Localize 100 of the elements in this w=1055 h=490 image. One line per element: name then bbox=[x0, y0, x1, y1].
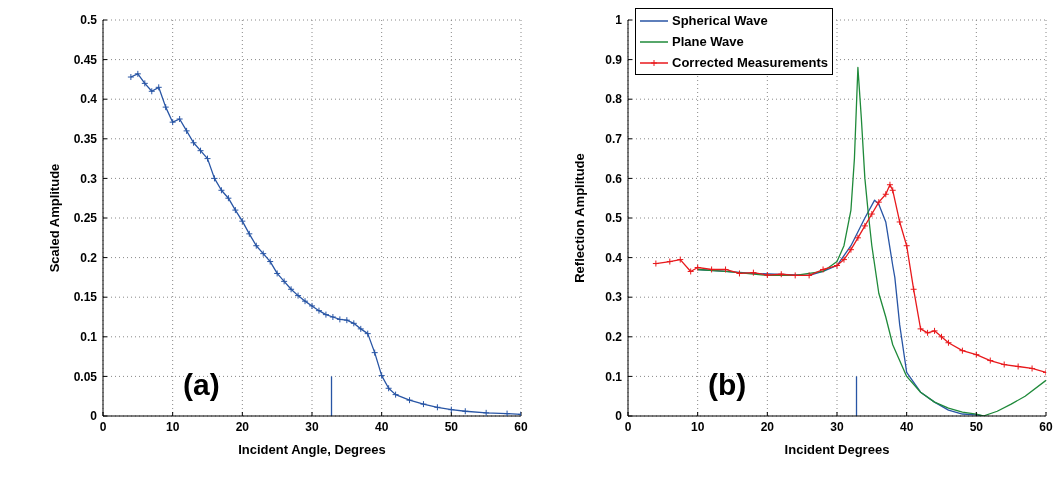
point bbox=[917, 325, 925, 333]
point bbox=[238, 217, 246, 225]
point bbox=[854, 234, 862, 242]
point bbox=[666, 258, 674, 266]
point bbox=[162, 103, 170, 111]
point bbox=[176, 115, 184, 123]
point bbox=[1028, 364, 1036, 372]
point bbox=[315, 307, 323, 315]
point bbox=[861, 222, 869, 230]
y-tick-label: 0.4 bbox=[80, 92, 98, 107]
point bbox=[791, 271, 799, 279]
point bbox=[294, 292, 302, 300]
point bbox=[944, 339, 952, 347]
point bbox=[231, 206, 239, 214]
point bbox=[210, 174, 218, 182]
x-tick-label: 20 bbox=[760, 419, 775, 434]
point bbox=[958, 347, 966, 355]
point bbox=[364, 330, 372, 338]
point bbox=[155, 83, 163, 91]
y-tick-label: 0.9 bbox=[605, 52, 623, 67]
point bbox=[385, 384, 393, 392]
point bbox=[183, 127, 191, 135]
x-tick-label: 50 bbox=[444, 419, 459, 434]
y-tick-label: 0.25 bbox=[73, 211, 98, 226]
point bbox=[259, 250, 267, 258]
y-tick-label: 0 bbox=[90, 409, 98, 424]
y-tick-label: 0.35 bbox=[73, 132, 98, 147]
legend-label: Plane Wave bbox=[672, 34, 744, 49]
legend-label: Spherical Wave bbox=[672, 13, 768, 28]
y-tick-label: 0.15 bbox=[73, 290, 98, 305]
point bbox=[190, 139, 198, 147]
point bbox=[134, 70, 142, 78]
legend-label: Corrected Measurements bbox=[672, 55, 829, 70]
y-tick-label: 0.45 bbox=[73, 52, 98, 67]
y-tick-label: 0.6 bbox=[605, 171, 623, 186]
point bbox=[406, 396, 414, 404]
point bbox=[378, 372, 386, 380]
x-tick-label: 40 bbox=[374, 419, 389, 434]
point bbox=[266, 258, 274, 266]
y-tick-label: 0.05 bbox=[73, 369, 98, 384]
y-tick-label: 0.7 bbox=[605, 132, 623, 147]
point bbox=[868, 210, 876, 218]
point bbox=[204, 155, 211, 163]
point bbox=[882, 190, 890, 198]
x-axis-title: Incident Angle, Degrees bbox=[238, 442, 386, 457]
point bbox=[148, 87, 156, 95]
y-axis-title: Reflection Amplitude bbox=[571, 153, 587, 283]
x-tick-label: 10 bbox=[165, 419, 180, 434]
y-tick-label: 0.1 bbox=[80, 330, 98, 345]
point bbox=[819, 265, 827, 273]
point bbox=[875, 198, 883, 206]
point bbox=[217, 186, 225, 194]
y-tick-label: 0.2 bbox=[80, 250, 98, 265]
point bbox=[392, 391, 400, 399]
y-tick-label: 1 bbox=[615, 13, 623, 28]
x-tick-label: 20 bbox=[235, 419, 250, 434]
x-tick-label: 30 bbox=[830, 419, 844, 434]
point bbox=[141, 79, 149, 87]
x-tick-label: 10 bbox=[690, 419, 705, 434]
annotation: (b) bbox=[708, 368, 747, 402]
point bbox=[777, 270, 785, 278]
point bbox=[322, 311, 330, 319]
x-tick-label: 40 bbox=[899, 419, 914, 434]
point bbox=[896, 218, 904, 226]
point bbox=[903, 242, 911, 250]
point bbox=[676, 256, 684, 264]
y-tick-label: 0.5 bbox=[605, 211, 623, 226]
point bbox=[280, 277, 288, 285]
point bbox=[847, 246, 855, 254]
point bbox=[833, 262, 841, 270]
point bbox=[245, 230, 253, 238]
point bbox=[722, 265, 730, 273]
y-tick-label: 0.2 bbox=[605, 330, 623, 345]
point bbox=[924, 329, 932, 337]
point bbox=[336, 315, 344, 323]
point bbox=[482, 409, 490, 416]
point bbox=[197, 147, 205, 155]
point bbox=[169, 118, 177, 126]
point bbox=[1014, 363, 1022, 370]
point bbox=[1000, 361, 1008, 369]
point bbox=[938, 333, 945, 341]
point bbox=[308, 302, 316, 310]
point bbox=[763, 271, 771, 279]
point bbox=[986, 357, 994, 365]
point bbox=[419, 400, 427, 408]
x-axis-title: Incident Degrees bbox=[784, 442, 890, 457]
point bbox=[840, 256, 848, 264]
point bbox=[910, 285, 918, 293]
point bbox=[224, 194, 232, 202]
point bbox=[433, 403, 441, 411]
point bbox=[371, 349, 379, 357]
point bbox=[329, 313, 337, 321]
y-tick-label: 0.1 bbox=[605, 369, 623, 384]
point bbox=[287, 285, 295, 293]
y-tick-label: 0 bbox=[615, 409, 623, 424]
point bbox=[931, 327, 939, 335]
point bbox=[350, 319, 358, 327]
point bbox=[503, 410, 511, 416]
x-tick-label: 60 bbox=[514, 419, 528, 434]
line-series bbox=[697, 66, 1046, 416]
